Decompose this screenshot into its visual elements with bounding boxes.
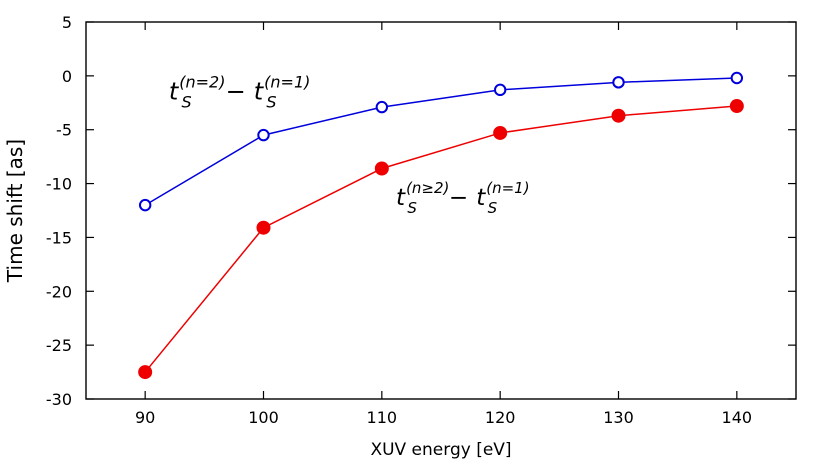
- series-1-point: [612, 76, 625, 89]
- annotation-1-base1: t: [169, 78, 180, 106]
- y-tick-label: -5: [56, 121, 72, 140]
- y-tick-label: 0: [62, 67, 72, 86]
- annotation-1-sup2: (n=1): [264, 73, 310, 92]
- series-1-point: [730, 71, 744, 85]
- y-tick-label: -15: [46, 228, 72, 247]
- annotation-2-sub2: S: [488, 199, 498, 217]
- series-2-point: [256, 220, 271, 235]
- series-1-point: [493, 83, 507, 97]
- series-2-point: [729, 99, 744, 114]
- annotation-2-sup2: (n=1): [486, 179, 529, 197]
- annotation-2-base1: t: [396, 185, 406, 211]
- x-tick-label: 120: [485, 408, 516, 427]
- annotation-1-sup1: (n=2): [179, 73, 225, 92]
- annotation-2-sub1: S: [407, 199, 417, 217]
- x-axis-label: XUV energy [eV]: [370, 440, 511, 460]
- x-tick-label: 110: [367, 408, 398, 427]
- series-1-point: [375, 100, 389, 114]
- series-1-point: [138, 198, 152, 212]
- annotation-2-base2: t: [476, 185, 486, 211]
- y-tick-label: 5: [62, 13, 72, 32]
- series-1-point: [257, 128, 270, 142]
- series-2-point: [611, 108, 626, 123]
- annotation-1-sub2: S: [266, 93, 276, 112]
- y-tick-label: -25: [46, 336, 72, 355]
- x-axis-ticks: 90 100 110 120 130 140: [135, 22, 752, 427]
- x-tick-label: 90: [135, 408, 155, 427]
- plot-series: [138, 71, 744, 380]
- y-tick-label: -10: [46, 175, 72, 194]
- annotation-2: t(n≥2) S − t(n=1) S: [396, 179, 530, 217]
- y-tick-label: -30: [46, 390, 72, 409]
- series-2-point: [138, 365, 153, 380]
- y-axis-ticks: 5 0 -5 -10 -15 -20 -25 -30: [46, 13, 796, 409]
- series-1-line: [144, 77, 737, 206]
- plot-frame: [85, 21, 797, 400]
- annotation-1-base2: t: [254, 78, 265, 106]
- series-2-point: [374, 161, 389, 176]
- annotation-2-minus: −: [449, 185, 468, 211]
- annotation-1-minus: −: [226, 78, 246, 106]
- x-tick-label: 130: [603, 408, 634, 427]
- series-2-line: [144, 105, 737, 373]
- y-tick-label: -20: [46, 282, 72, 301]
- annotation-1-sub1: S: [181, 93, 191, 112]
- series-2-point: [493, 125, 508, 140]
- annotation-1: t(n=2) S − t(n=1) S: [169, 73, 311, 112]
- y-axis-label: Time shift [as]: [3, 139, 27, 283]
- x-tick-label: 140: [722, 408, 753, 427]
- annotations: t(n=2) S − t(n=1) St(n≥2) S − t(n=1) S: [169, 73, 530, 218]
- x-tick-label: 100: [248, 408, 279, 427]
- annotation-2-sup1: (n≥2): [406, 179, 449, 197]
